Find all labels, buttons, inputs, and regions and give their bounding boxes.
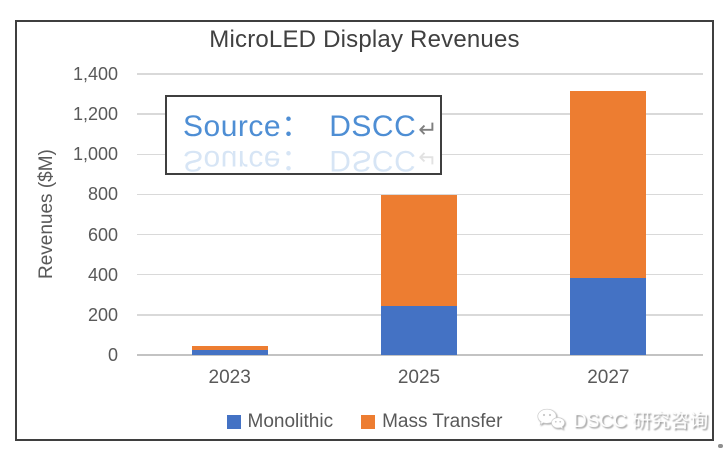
wechat-icon: [537, 408, 565, 430]
plot-area: [135, 73, 703, 356]
y-tick-label-1400: 1,400: [72, 64, 118, 84]
bar-segment-2023-mass-transfer: [191, 345, 268, 350]
source-text: Source： DSCC: [183, 110, 417, 143]
legend: Monolithic Mass Transfer: [15, 411, 714, 433]
source-text-reflection: Source： DSCC ↵: [183, 144, 439, 175]
y-tick-label-600: 600: [87, 224, 118, 245]
x-axis-label-2023: 2023: [208, 367, 251, 388]
legend-swatch-mass-transfer: [361, 415, 376, 429]
source-text-line: Source： DSCC ↵: [183, 112, 440, 142]
bar-segment-2025-monolithic: [381, 305, 457, 355]
chart-title: MicroLED Display Revenues: [209, 26, 520, 53]
watermark: DSCC 研究咨询: [536, 406, 708, 433]
y-tick-label-1000: 1,000: [72, 144, 118, 165]
legend-item-mass-transfer: Mass Transfer: [361, 411, 502, 433]
legend-item-monolithic: Monolithic: [226, 411, 334, 433]
y-tick-label-1200: 1,200: [72, 104, 118, 125]
legend-label-mass-transfer: Mass Transfer: [382, 411, 503, 432]
y-tick-label-800: 800: [87, 184, 118, 205]
gridline-1400: [137, 73, 703, 75]
gridline-800: [137, 193, 703, 196]
return-symbol-icon: ↵: [418, 116, 439, 142]
corner-dot: [718, 444, 723, 448]
y-tick-label-0: 0: [107, 345, 118, 365]
x-axis-label-2027: 2027: [587, 367, 630, 388]
x-axis-labels: 2023 2025 2027: [135, 363, 703, 391]
bar-segment-2023-monolithic: [191, 349, 268, 355]
watermark-text: DSCC 研究咨询: [573, 411, 709, 432]
bar-segment-2027-mass-transfer: [570, 91, 647, 278]
x-axis-label-2025: 2025: [397, 367, 441, 388]
source-box: Source： DSCC ↵ Source： DSCC ↵: [165, 95, 442, 175]
legend-label-monolithic: Monolithic: [247, 411, 334, 432]
bar-segment-2027-monolithic: [570, 277, 647, 355]
gridline-0: [137, 354, 703, 356]
bar-segment-2025-mass-transfer: [381, 195, 457, 306]
y-tick-label-400: 400: [87, 264, 118, 285]
legend-swatch-monolithic: [226, 415, 241, 429]
y-tick-label-200: 200: [87, 304, 118, 325]
